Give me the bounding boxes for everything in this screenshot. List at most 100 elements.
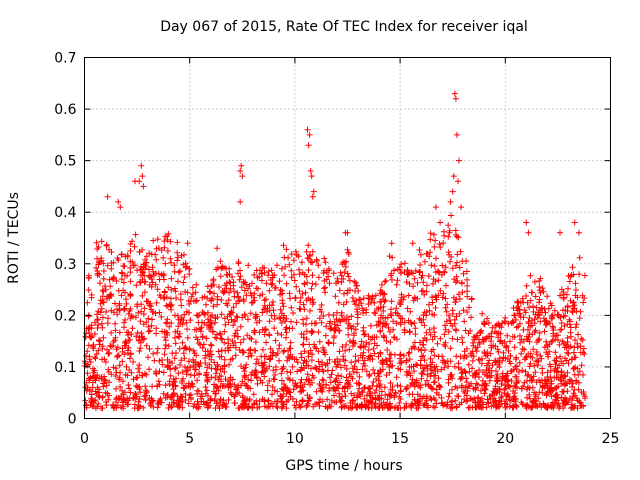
data-point	[232, 352, 239, 359]
data-point	[322, 259, 329, 266]
data-point	[136, 369, 143, 376]
data-point	[367, 356, 374, 363]
data-point	[209, 329, 216, 335]
data-point	[449, 386, 455, 393]
data-point	[128, 331, 135, 338]
data-point	[552, 349, 559, 356]
data-point	[125, 350, 131, 356]
data-point	[271, 376, 278, 383]
data-point	[104, 346, 110, 353]
data-point	[511, 393, 518, 400]
data-point	[553, 332, 560, 339]
data-point	[208, 342, 215, 349]
data-point	[168, 295, 174, 302]
data-point	[157, 294, 164, 301]
data-point	[226, 377, 233, 384]
data-point	[118, 251, 125, 258]
data-point	[556, 341, 563, 348]
data-point	[274, 262, 280, 269]
data-point	[480, 401, 487, 408]
data-point	[418, 353, 425, 360]
data-point	[113, 385, 119, 392]
data-point	[417, 357, 424, 364]
data-point	[296, 288, 303, 295]
data-point	[445, 376, 452, 383]
data-point	[309, 328, 316, 335]
data-point	[510, 304, 517, 311]
data-point	[299, 397, 306, 404]
data-point	[558, 320, 565, 326]
data-point	[351, 278, 358, 285]
data-point	[342, 263, 349, 270]
data-point	[194, 398, 201, 405]
plot-frame	[84, 57, 611, 419]
data-point	[505, 376, 511, 383]
data-point	[198, 399, 205, 405]
data-point	[370, 345, 377, 352]
data-point	[457, 248, 464, 255]
data-point	[225, 396, 232, 403]
data-point	[345, 273, 352, 280]
data-point	[116, 362, 123, 369]
data-point	[290, 310, 296, 316]
data-point	[503, 342, 510, 349]
data-point	[194, 336, 201, 343]
data-point	[316, 338, 323, 345]
data-point	[288, 304, 295, 311]
data-point	[575, 229, 582, 236]
data-point	[582, 395, 589, 402]
data-point	[346, 322, 353, 329]
x-tick-label: 5	[185, 431, 194, 447]
data-point	[572, 354, 579, 361]
data-point	[423, 393, 430, 400]
data-point	[336, 390, 343, 397]
data-point	[208, 298, 215, 304]
data-point	[395, 405, 402, 411]
data-point	[100, 268, 107, 274]
data-point	[217, 273, 224, 280]
data-point	[569, 264, 576, 271]
data-point	[443, 318, 450, 325]
data-point	[430, 379, 437, 386]
data-point	[363, 392, 370, 399]
data-point	[564, 388, 571, 395]
data-point	[309, 280, 316, 287]
data-point	[322, 351, 329, 358]
data-point	[453, 403, 460, 410]
data-point	[168, 275, 175, 282]
data-point	[551, 374, 558, 381]
data-point	[305, 397, 312, 404]
data-point	[307, 307, 313, 314]
data-point	[180, 261, 187, 268]
data-point	[488, 367, 495, 374]
data-point	[150, 268, 157, 275]
data-point	[538, 355, 545, 362]
data-point	[436, 382, 442, 389]
data-point	[269, 274, 276, 281]
data-point	[135, 365, 142, 372]
data-point	[93, 264, 100, 271]
data-point	[103, 382, 110, 389]
data-point	[413, 361, 419, 368]
data-point	[563, 291, 570, 298]
data-point	[482, 380, 489, 387]
data-point	[386, 392, 393, 399]
data-point	[464, 276, 471, 283]
data-point	[285, 254, 292, 261]
data-point	[185, 358, 192, 365]
data-point	[569, 383, 575, 390]
data-point	[271, 325, 278, 332]
data-point	[545, 305, 552, 312]
data-point	[145, 323, 152, 330]
data-point	[559, 388, 566, 395]
data-point	[261, 359, 268, 366]
data-point	[231, 288, 238, 295]
data-point	[251, 297, 258, 304]
data-point	[242, 400, 249, 407]
data-point	[205, 392, 211, 399]
data-point	[383, 338, 390, 344]
data-point	[345, 316, 352, 323]
data-point	[461, 318, 468, 325]
data-point	[305, 267, 312, 274]
data-point	[305, 377, 312, 384]
